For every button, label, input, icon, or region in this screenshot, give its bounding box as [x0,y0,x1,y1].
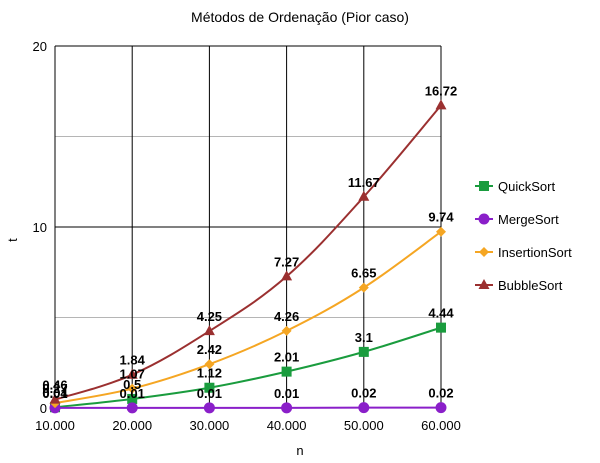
data-point [126,402,138,414]
data-point [358,346,369,357]
x-axis-title: n [296,443,303,458]
data-point [358,282,369,293]
legend-item-mergesort: MergeSort [475,212,559,227]
data-label: 3.1 [355,330,373,345]
x-tick-label: 10.000 [35,418,75,433]
axes: 0 10 20 10.000 20.000 30.000 40.000 50.000 60.00… [33,39,461,433]
data-label: 4.25 [197,309,222,324]
series-mergesort [49,402,447,414]
data-label: 11.67 [348,175,380,190]
data-label: 0.01 [42,386,67,401]
legend-marker [479,181,489,191]
data-label: 0.02 [351,386,376,401]
legend-marker [478,279,490,289]
data-point [358,402,370,414]
y-tick-label: 0 [40,401,47,416]
data-label: 4.44 [428,306,454,321]
data-label: 4.26 [274,309,299,324]
data-label: 1.07 [120,367,145,382]
data-point [49,393,61,404]
x-tick-label: 20.000 [112,418,152,433]
data-label: 7.27 [274,254,299,269]
data-label: 0.46 [42,378,67,393]
series-group [49,99,447,414]
legend-item-bubblesort: BubbleSort [475,278,563,293]
legend-label: MergeSort [498,212,559,227]
data-point [281,402,293,414]
series-quicksort [50,322,446,413]
data-label: 1.84 [120,353,146,368]
legend-marker [479,247,489,257]
data-label: 1.12 [197,366,222,381]
data-label: 2.42 [197,342,222,357]
legend-label: InsertionSort [498,245,572,260]
legend-item-quicksort: QuickSort [475,179,555,194]
legend-label: BubbleSort [498,278,563,293]
series-line [54,104,442,401]
data-label: 0.02 [428,386,453,401]
x-tick-label: 30.000 [190,418,230,433]
y-axis-title: t [5,238,20,242]
data-label: 0.01 [274,386,299,401]
data-point [281,270,293,281]
data-point [281,325,292,336]
legend: QuickSort MergeSort InsertionSort BubbleSor… [475,179,572,293]
data-point [127,393,138,404]
y-tick-label: 20 [33,39,47,54]
data-labels: 0.040.51.122.013.14.440.01 0.01 0.01 0.01 0.… [42,83,457,400]
data-point [436,226,446,237]
data-point [281,366,292,377]
x-tick-label: 60.000 [421,418,461,433]
data-label: 6.65 [351,266,376,281]
data-point [436,322,446,333]
data-point [435,99,447,110]
data-label: 0.27 [42,381,67,396]
legend-marker [478,213,490,225]
data-point [204,359,215,370]
data-label: 16.72 [425,83,458,98]
grid [54,45,442,409]
data-label: 2.01 [274,350,299,365]
data-point [203,402,215,414]
data-point [126,368,138,379]
data-point [204,382,215,393]
data-label: 0.01 [197,386,222,401]
legend-item-insertionsort: InsertionSort [475,245,572,260]
series-bubblesort [49,99,447,404]
data-point [203,325,215,336]
chart-title: Métodos de Ordenação (Pior caso) [191,9,409,25]
series-insertionsort [50,226,446,409]
x-tick-label: 50.000 [344,418,384,433]
series-line [54,326,442,409]
data-point [127,383,138,394]
y-tick-label: 10 [33,220,47,235]
data-point [358,190,370,201]
data-point [435,402,447,414]
data-label: 0.5 [123,377,141,392]
legend-label: QuickSort [498,179,555,194]
data-label: 9.74 [428,210,454,225]
x-tick-label: 40.000 [267,418,307,433]
data-label: 0.01 [120,386,145,401]
data-label: 0.04 [42,385,68,400]
